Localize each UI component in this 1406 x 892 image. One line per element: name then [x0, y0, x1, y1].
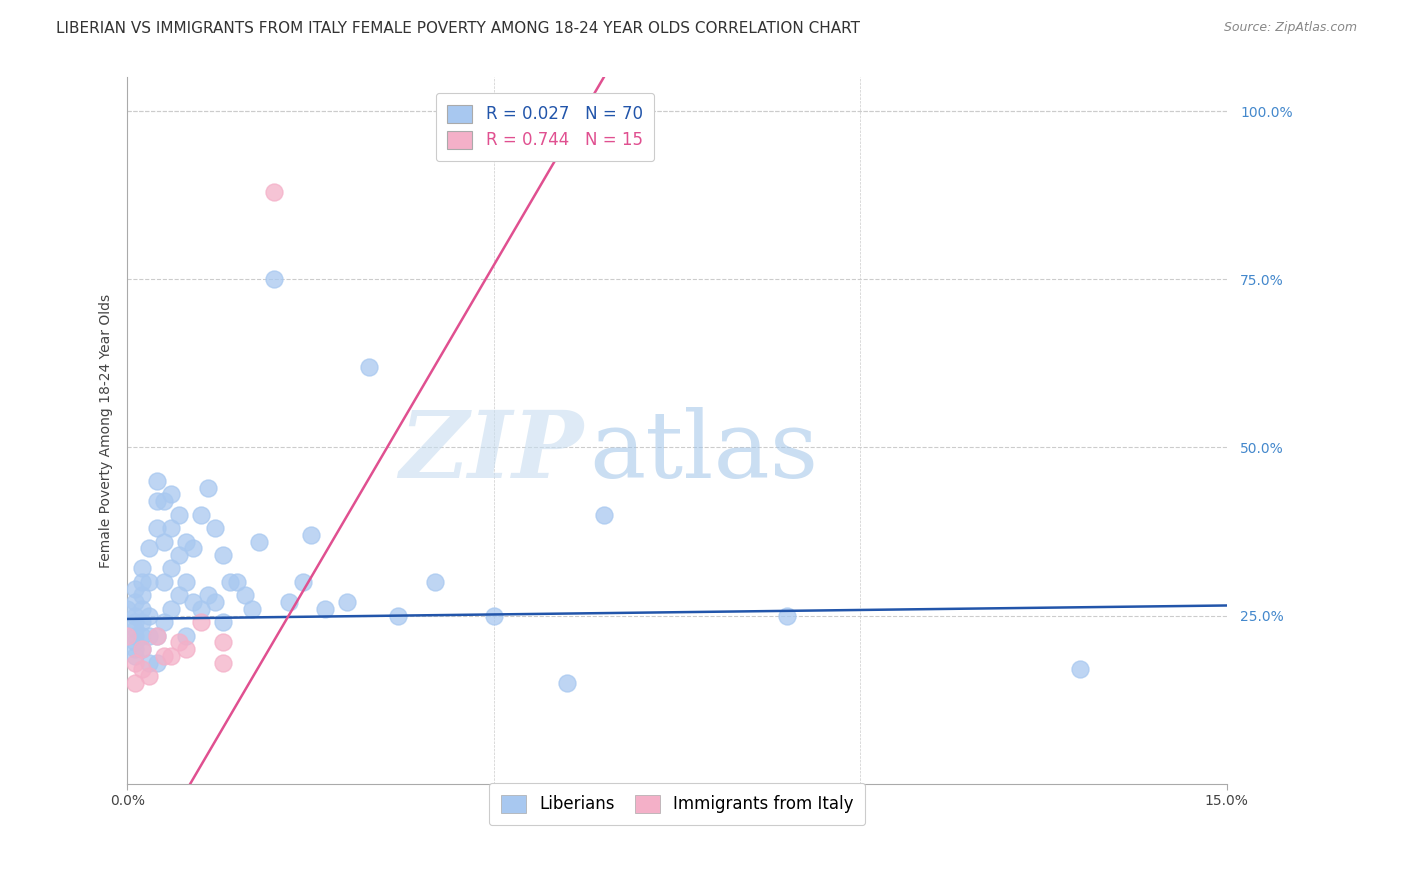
Point — [174, 642, 197, 657]
Point — [1069, 662, 1091, 676]
Point — [181, 595, 204, 609]
Point — [160, 648, 183, 663]
Y-axis label: Female Poverty Among 18-24 Year Olds: Female Poverty Among 18-24 Year Olds — [100, 293, 114, 567]
Point — [131, 561, 153, 575]
Point — [592, 508, 614, 522]
Point — [145, 494, 167, 508]
Point — [138, 574, 160, 589]
Point — [131, 615, 153, 630]
Point — [167, 548, 190, 562]
Point — [124, 608, 146, 623]
Legend: Liberians, Immigrants from Italy: Liberians, Immigrants from Italy — [489, 783, 865, 825]
Point — [167, 588, 190, 602]
Point — [211, 635, 233, 649]
Point — [160, 521, 183, 535]
Point — [160, 487, 183, 501]
Point — [124, 642, 146, 657]
Point — [117, 629, 139, 643]
Point — [124, 656, 146, 670]
Point — [160, 561, 183, 575]
Point — [124, 582, 146, 596]
Text: ZIP: ZIP — [399, 407, 583, 497]
Point — [124, 648, 146, 663]
Text: Source: ZipAtlas.com: Source: ZipAtlas.com — [1223, 21, 1357, 34]
Point — [174, 629, 197, 643]
Point — [482, 608, 505, 623]
Point — [117, 602, 139, 616]
Point — [124, 622, 146, 636]
Point — [138, 669, 160, 683]
Point — [211, 548, 233, 562]
Point — [204, 595, 226, 609]
Point — [167, 635, 190, 649]
Point — [387, 608, 409, 623]
Text: atlas: atlas — [589, 407, 818, 497]
Point — [776, 608, 799, 623]
Point — [299, 528, 322, 542]
Point — [124, 635, 146, 649]
Point — [145, 656, 167, 670]
Point — [145, 521, 167, 535]
Point — [555, 676, 578, 690]
Point — [138, 608, 160, 623]
Point — [124, 615, 146, 630]
Point — [124, 676, 146, 690]
Point — [204, 521, 226, 535]
Point — [314, 602, 336, 616]
Point — [153, 574, 176, 589]
Point — [277, 595, 299, 609]
Point — [131, 588, 153, 602]
Point — [145, 629, 167, 643]
Point — [160, 602, 183, 616]
Point — [145, 474, 167, 488]
Point — [181, 541, 204, 556]
Point — [138, 656, 160, 670]
Point — [131, 629, 153, 643]
Point — [124, 595, 146, 609]
Point — [174, 534, 197, 549]
Point — [197, 481, 219, 495]
Point — [211, 656, 233, 670]
Point — [131, 642, 153, 657]
Point — [211, 615, 233, 630]
Point — [233, 588, 256, 602]
Point — [190, 602, 212, 616]
Point — [423, 574, 446, 589]
Point — [153, 494, 176, 508]
Point — [138, 541, 160, 556]
Point — [131, 602, 153, 616]
Point — [145, 629, 167, 643]
Point — [153, 648, 176, 663]
Point — [153, 615, 176, 630]
Point — [138, 629, 160, 643]
Point — [174, 574, 197, 589]
Point — [131, 574, 153, 589]
Point — [153, 534, 176, 549]
Point — [131, 642, 153, 657]
Point — [359, 359, 381, 374]
Point — [190, 615, 212, 630]
Point — [292, 574, 315, 589]
Point — [336, 595, 359, 609]
Point — [263, 185, 285, 199]
Point — [197, 588, 219, 602]
Point — [131, 662, 153, 676]
Point — [263, 272, 285, 286]
Point — [226, 574, 249, 589]
Point — [167, 508, 190, 522]
Point — [124, 629, 146, 643]
Point — [190, 508, 212, 522]
Point — [218, 574, 240, 589]
Point — [247, 534, 270, 549]
Text: LIBERIAN VS IMMIGRANTS FROM ITALY FEMALE POVERTY AMONG 18-24 YEAR OLDS CORRELATI: LIBERIAN VS IMMIGRANTS FROM ITALY FEMALE… — [56, 21, 860, 36]
Point — [240, 602, 263, 616]
